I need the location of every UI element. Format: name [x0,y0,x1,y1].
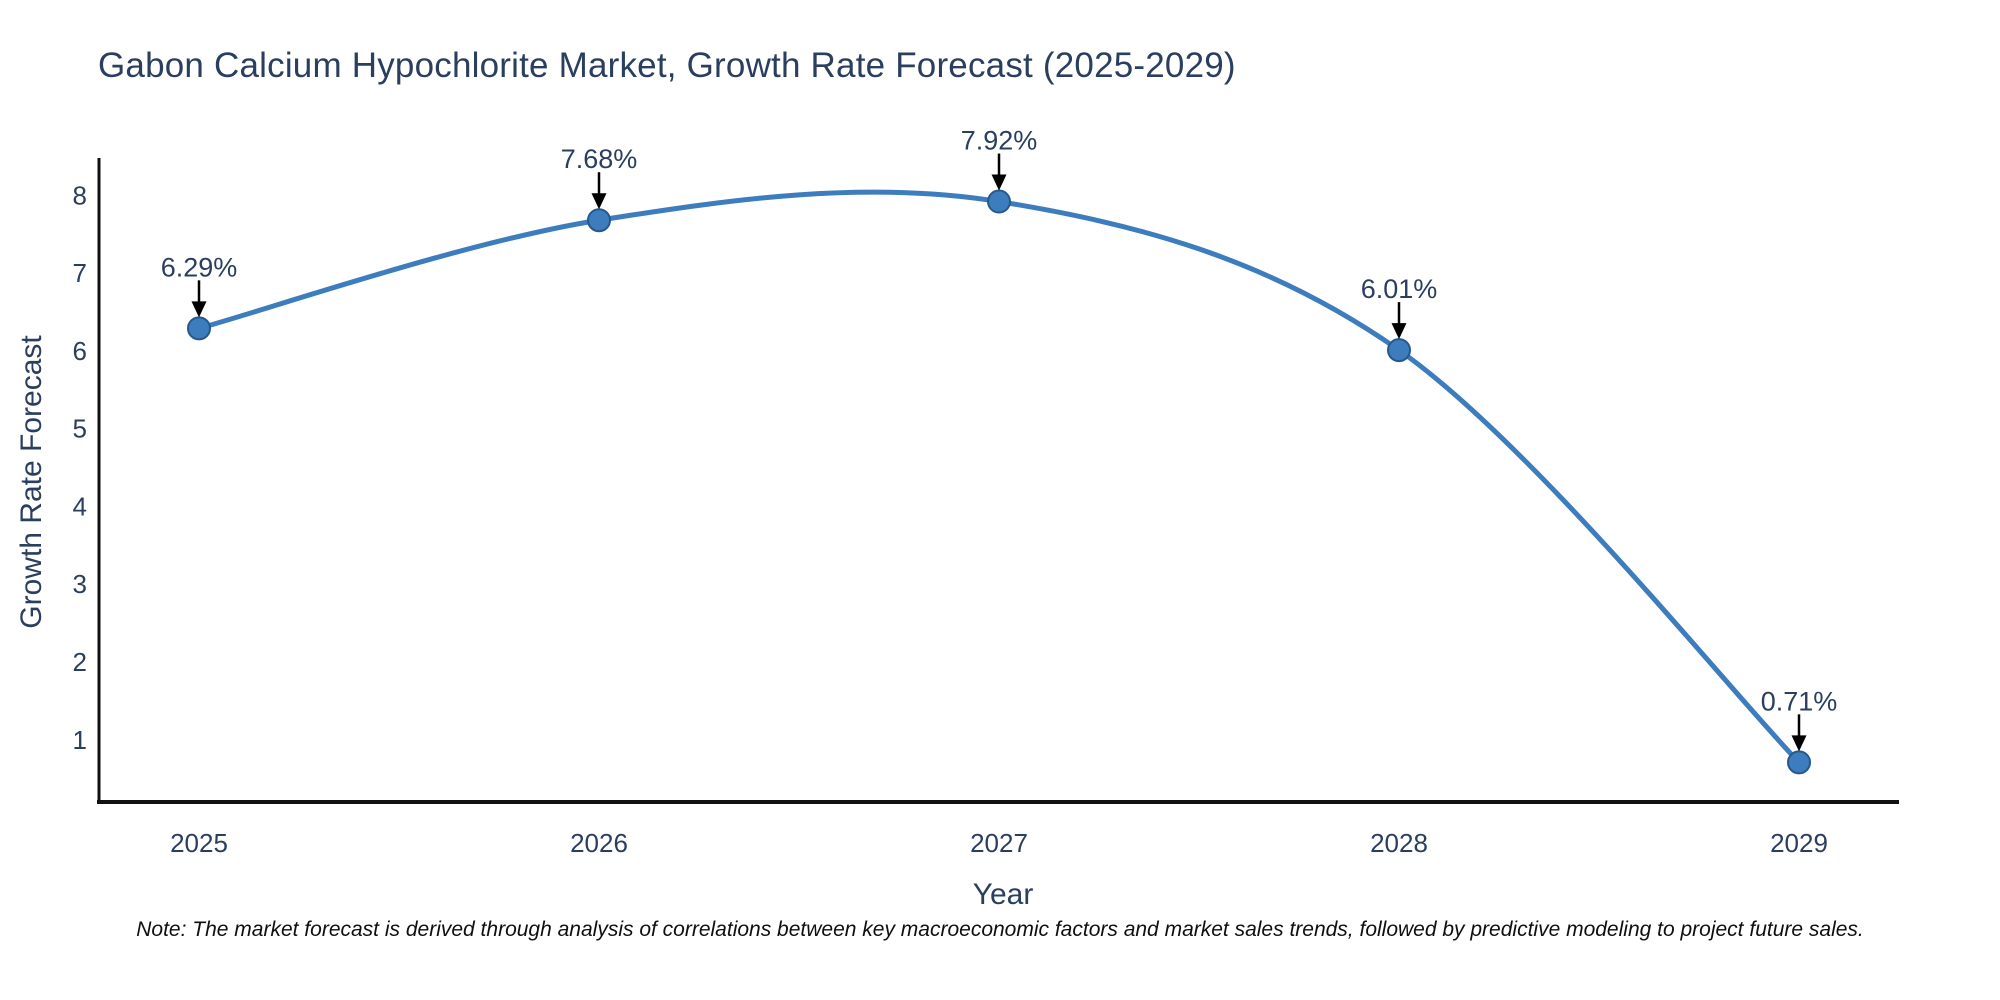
x-tick-label: 2029 [1770,828,1828,858]
data-point-marker[interactable] [187,316,211,341]
y-tick-label: 2 [73,647,87,677]
x-tick-label: 2028 [1370,828,1428,858]
data-point-marker[interactable] [1787,750,1811,775]
point-annotation-label: 0.71% [1761,686,1838,716]
x-tick-label: 2027 [970,828,1028,858]
point-annotation-label: 7.68% [561,144,638,174]
annotation-arrow-head [991,174,1007,191]
annotation-arrow-head [1391,323,1407,340]
x-axis-title: Year [972,878,1034,911]
forecast-line [196,189,1802,765]
y-tick-label: 4 [73,491,87,521]
data-point-marker[interactable] [987,189,1011,214]
annotation-arrow-head [1791,735,1807,752]
annotation-arrow-head [591,193,607,210]
y-tick-label: 3 [73,569,87,599]
y-tick-label: 8 [73,180,87,210]
data-point-marker[interactable] [587,208,611,233]
y-tick-label: 1 [73,725,87,755]
y-tick-label: 5 [73,414,87,444]
x-tick-label: 2026 [570,828,628,858]
point-annotation-label: 7.92% [961,126,1038,156]
y-tick-label: 6 [73,336,87,366]
y-tick-label: 7 [73,258,87,288]
chart-title: Gabon Calcium Hypochlorite Market, Growt… [98,46,1236,85]
footnote: Note: The market forecast is derived thr… [136,918,1864,941]
data-point-marker[interactable] [1387,338,1411,363]
annotation-arrow-head [191,301,207,318]
point-annotation-label: 6.01% [1361,274,1438,304]
x-tick-label: 2025 [170,828,228,858]
point-annotation-label: 6.29% [161,252,238,282]
